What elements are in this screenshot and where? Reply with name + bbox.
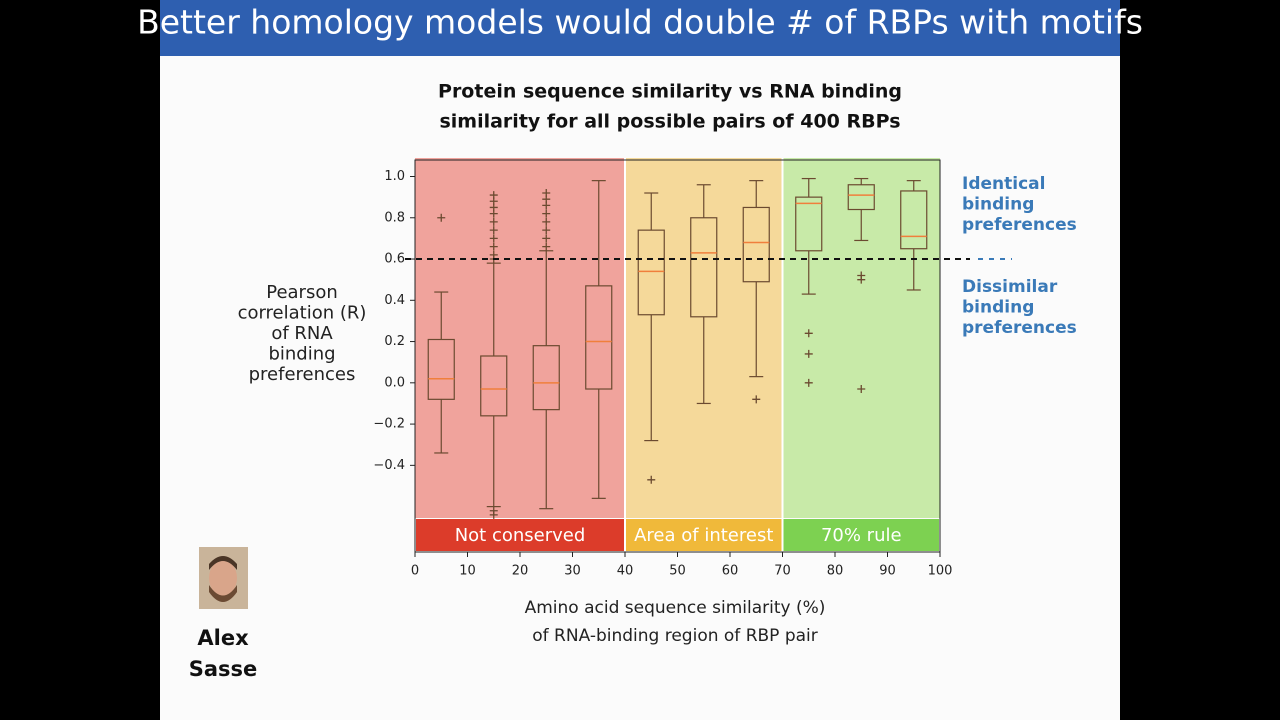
x-tick-label: 60	[722, 564, 739, 579]
y-axis-label: preferences	[249, 364, 356, 385]
x-axis-label: Amino acid sequence similarity (%)	[525, 598, 826, 618]
y-tick-label: 0.4	[384, 293, 405, 308]
annotation: Identical	[962, 174, 1045, 194]
box-group	[532, 189, 560, 510]
flier	[804, 378, 813, 387]
y-axis-label: of RNA	[271, 323, 333, 344]
box	[637, 229, 665, 316]
region-label-bg	[416, 519, 624, 551]
region-label: Area of interest	[634, 525, 773, 546]
annotation: binding	[962, 298, 1034, 318]
x-tick-label: 50	[669, 564, 686, 579]
box-group	[480, 191, 508, 519]
chart-title: Protein sequence similarity vs RNA bindi…	[438, 81, 902, 103]
author-name: Sasse	[189, 657, 258, 681]
flier	[542, 242, 551, 251]
region-label: 70% rule	[821, 525, 902, 546]
flier	[489, 242, 498, 251]
flier	[489, 510, 498, 519]
flier	[542, 234, 551, 243]
box-group	[847, 177, 875, 394]
box	[532, 345, 560, 411]
x-tick-label: 40	[617, 564, 634, 579]
box-group	[427, 213, 455, 454]
flier	[489, 234, 498, 243]
box	[427, 338, 455, 400]
flier	[804, 329, 813, 338]
box-group	[585, 180, 613, 499]
box-group	[690, 184, 718, 405]
x-tick-label: 70	[774, 564, 791, 579]
chart: Protein sequence similarity vs RNA bindi…	[238, 81, 1077, 647]
y-tick-label: 0.6	[384, 252, 405, 267]
box-group	[795, 177, 823, 387]
annotation: binding	[962, 195, 1034, 215]
x-axis-label: of RNA-binding region of RBP pair	[532, 626, 818, 646]
region-label: Not conserved	[455, 525, 586, 546]
flier	[752, 395, 761, 404]
slide-title: Better homology models would double # of…	[137, 3, 1143, 42]
box	[742, 206, 770, 283]
box	[847, 184, 875, 211]
author-photo	[199, 547, 248, 609]
x-tick-label: 100	[928, 564, 953, 579]
region-label-bg	[783, 519, 939, 551]
y-axis-label: Pearson	[266, 282, 338, 303]
title-banner	[160, 0, 1120, 56]
box-group	[900, 180, 928, 291]
flier	[489, 217, 498, 226]
flier	[804, 349, 813, 358]
y-tick-label: 0.0	[384, 375, 405, 390]
y-tick-label: 0.2	[384, 334, 405, 349]
flier	[542, 209, 551, 218]
annotation: preferences	[962, 318, 1077, 338]
flier	[437, 213, 446, 222]
region-label-bg	[626, 519, 782, 551]
annotation: Dissimilar	[962, 277, 1058, 297]
box	[900, 190, 928, 250]
box	[585, 285, 613, 390]
flier	[542, 226, 551, 235]
annotation: preferences	[962, 215, 1077, 235]
x-tick-label: 90	[879, 564, 896, 579]
y-axis-label: binding	[268, 344, 335, 365]
y-tick-label: −0.4	[373, 458, 405, 473]
x-tick-label: 10	[459, 564, 476, 579]
flier	[489, 226, 498, 235]
x-tick-label: 30	[564, 564, 581, 579]
flier	[489, 209, 498, 218]
flier	[542, 217, 551, 226]
box	[795, 196, 823, 252]
x-tick-label: 20	[512, 564, 529, 579]
flier	[857, 275, 866, 284]
x-tick-label: 0	[411, 564, 419, 579]
box-group	[637, 192, 665, 484]
y-tick-label: 1.0	[384, 169, 405, 184]
flier	[647, 475, 656, 484]
chart-title: similarity for all possible pairs of 400…	[439, 111, 900, 133]
box-group	[742, 180, 770, 404]
y-tick-label: 0.8	[384, 210, 405, 225]
flier	[542, 201, 551, 210]
y-axis-label: correlation (R)	[238, 303, 367, 324]
box	[480, 355, 508, 417]
box	[690, 217, 718, 318]
flier	[857, 385, 866, 394]
author-name: Alex	[197, 626, 249, 650]
y-tick-label: −0.2	[373, 417, 405, 432]
x-tick-label: 80	[827, 564, 844, 579]
region-band	[415, 158, 625, 518]
